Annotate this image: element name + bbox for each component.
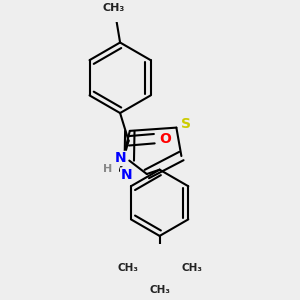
Text: S: S [181,117,191,131]
Text: N: N [121,168,132,182]
Text: H: H [103,164,112,174]
Text: CH₃: CH₃ [103,3,125,13]
Text: CH₃: CH₃ [181,263,202,273]
Text: O: O [159,132,171,146]
Text: CH₃: CH₃ [117,263,138,273]
Text: CH₃: CH₃ [149,285,170,296]
Text: N: N [115,152,127,166]
